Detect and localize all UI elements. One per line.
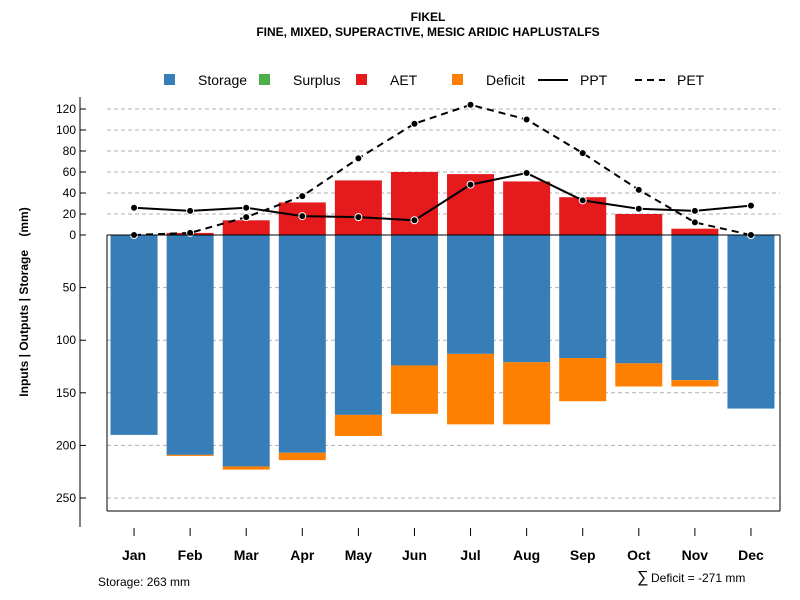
y-tick-label: 80	[63, 144, 77, 158]
ppt-point	[634, 204, 643, 213]
y-tick-label: 100	[56, 123, 76, 137]
legend-swatch-aet	[356, 74, 367, 85]
month-label: Nov	[682, 547, 709, 563]
pet-line	[134, 103, 752, 236]
deficit-bar	[447, 353, 495, 425]
pet-point	[690, 218, 699, 227]
storage-bar	[447, 235, 495, 354]
legend-label-pet: PET	[677, 72, 705, 88]
storage-bar	[278, 235, 326, 453]
month-label: Sep	[570, 547, 596, 563]
legend-label-storage: Storage	[198, 72, 247, 88]
y-axis-label: Inputs | Outputs | Storage (mm)	[17, 207, 31, 396]
pet-point	[466, 100, 475, 109]
y-tick-label: 40	[63, 186, 77, 200]
month-label: Dec	[738, 547, 764, 563]
deficit-bar	[615, 363, 663, 387]
ppt-point	[578, 196, 587, 205]
pet-point	[578, 149, 587, 158]
y-tick-label: 50	[63, 281, 77, 295]
month-label: Oct	[627, 547, 651, 563]
month-label: May	[345, 547, 372, 563]
month-label: Aug	[513, 547, 540, 563]
legend-label-surplus: Surplus	[293, 72, 340, 88]
storage-bar	[110, 235, 158, 435]
aet-bar	[222, 220, 270, 235]
ppt-point	[690, 206, 699, 215]
y-tick-label: 120	[56, 102, 76, 116]
storage-bar	[559, 235, 607, 359]
legend: Storage Surplus AET Deficit PPT PET	[164, 72, 705, 88]
pet-point	[522, 115, 531, 124]
pet-point	[242, 213, 251, 222]
pet-point	[634, 185, 643, 194]
month-label: Jan	[122, 547, 146, 563]
chart-subtitle: FINE, MIXED, SUPERACTIVE, MESIC ARIDIC H…	[256, 25, 599, 39]
deficit-bar	[390, 365, 438, 414]
storage-bar	[222, 235, 270, 467]
y-tick-label: 100	[56, 333, 76, 347]
legend-label-ppt: PPT	[580, 72, 608, 88]
storage-bar	[727, 235, 775, 409]
aet-bar	[390, 172, 438, 235]
month-label: Jun	[402, 547, 427, 563]
bars	[110, 172, 775, 470]
footnote-deficit: Deficit = -271 mm	[651, 571, 745, 585]
deficit-bar	[503, 362, 551, 425]
ppt-point	[186, 206, 195, 215]
deficit-bar	[166, 454, 214, 456]
deficit-bar	[671, 380, 719, 387]
month-label: Mar	[234, 547, 259, 563]
deficit-bar	[559, 358, 607, 402]
legend-label-deficit: Deficit	[486, 72, 525, 88]
y-tick-label: 60	[63, 165, 77, 179]
ppt-point	[354, 213, 363, 222]
deficit-bar	[222, 466, 270, 470]
storage-bar	[503, 235, 551, 363]
pet-point	[410, 119, 419, 128]
ppt-point	[746, 201, 755, 210]
deficit-bar	[334, 414, 382, 436]
ppt-point	[298, 212, 307, 221]
storage-bar	[166, 235, 214, 455]
aet-bar	[615, 214, 663, 235]
y-tick-label: 0	[69, 228, 76, 242]
aet-bar	[334, 180, 382, 235]
ppt-line	[133, 172, 752, 222]
legend-swatch-storage	[164, 74, 175, 85]
storage-bar	[615, 235, 663, 364]
ppt-point	[130, 203, 139, 212]
y-tick-label: 20	[63, 207, 77, 221]
storage-bar	[390, 235, 438, 366]
footnote-deficit-symbol: ∑	[637, 569, 648, 586]
pet-point	[354, 154, 363, 163]
y-tick-label: 250	[56, 491, 76, 505]
footnote-storage: Storage: 263 mm	[98, 575, 190, 589]
deficit-bar	[278, 452, 326, 461]
chart-title: FIKEL	[411, 10, 446, 24]
gridlines	[107, 108, 780, 499]
ppt-point	[522, 169, 531, 178]
month-label: Jul	[460, 547, 480, 563]
legend-label-aet: AET	[390, 72, 418, 88]
storage-bar	[671, 235, 719, 381]
y-tick-label: 150	[56, 386, 76, 400]
ppt-point	[466, 180, 475, 189]
storage-bar	[334, 235, 382, 415]
legend-swatch-deficit	[452, 74, 463, 85]
ppt-point	[410, 216, 419, 225]
month-label: Apr	[290, 547, 315, 563]
y-tick-label: 200	[56, 438, 76, 452]
ppt-point	[242, 203, 251, 212]
legend-swatch-surplus	[259, 74, 270, 85]
month-label: Feb	[178, 547, 203, 563]
aet-bar	[671, 228, 719, 235]
aet-bar	[503, 181, 551, 235]
pet-point	[298, 192, 307, 201]
